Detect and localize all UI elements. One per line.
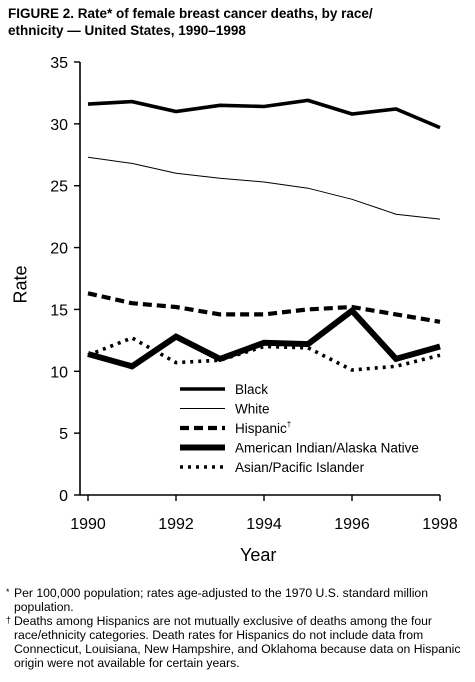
y-tick-label: 35 <box>50 55 68 72</box>
x-axis-label: Year <box>240 545 277 565</box>
legend-label: Hispanic† <box>235 420 291 436</box>
x-tick-label: 1994 <box>246 516 282 533</box>
chart-axes: 0 5 10 15 20 25 30 35 1990 1992 1994 1996 1998 <box>50 55 458 533</box>
series-line-american-indian-alaska-native <box>87 306 441 370</box>
legend-label: Black <box>235 382 268 397</box>
figure-title: FIGURE 2. Rate* of female breast cancer … <box>8 5 468 39</box>
y-axis-label: Rate <box>10 265 31 304</box>
series-line-white <box>87 156 441 220</box>
y-tick-label: 10 <box>50 364 68 381</box>
footnote-2-text: Deaths among Hispanics are not mutually … <box>14 614 461 670</box>
footnote-1-text: Per 100,000 population; rates age-adjust… <box>14 586 428 614</box>
y-tick-label: 20 <box>50 241 68 258</box>
footnote-2-mark: † <box>6 615 12 625</box>
y-tick-label: 5 <box>59 426 68 443</box>
legend-label-mark: † <box>287 420 291 429</box>
x-tick-label: 1992 <box>158 516 194 533</box>
series-line-black <box>87 98 441 130</box>
legend-label: American Indian/Alaska Native <box>235 441 419 456</box>
footnote-1-mark: * <box>6 587 10 597</box>
chart-legend: Black White Hispanic† American Indian/Alask… <box>180 382 419 475</box>
y-tick-label: 0 <box>59 488 68 505</box>
footnotes: * Per 100,000 population; rates age-adju… <box>6 586 470 670</box>
footnote-2: † Deaths among Hispanics are not mutuall… <box>6 614 470 670</box>
x-tick-label: 1990 <box>70 516 106 533</box>
legend-label: White <box>235 402 270 417</box>
series-line-hispanic <box>87 291 441 324</box>
figure-title-line2: ethnicity — United States, 1990–1998 <box>8 23 246 38</box>
series-line-asian-pacific-islander <box>87 335 441 372</box>
footnote-1: * Per 100,000 population; rates age-adju… <box>6 586 470 614</box>
figure-title-line1: FIGURE 2. Rate* of female breast cancer … <box>8 6 373 21</box>
y-tick-label: 30 <box>50 117 68 134</box>
legend-label: Asian/Pacific Islander <box>235 460 365 475</box>
y-tick-label: 25 <box>50 179 68 196</box>
x-tick-label: 1996 <box>334 516 370 533</box>
chart-series <box>87 98 441 372</box>
x-tick-label: 1998 <box>422 516 458 533</box>
y-tick-label: 15 <box>50 302 68 319</box>
